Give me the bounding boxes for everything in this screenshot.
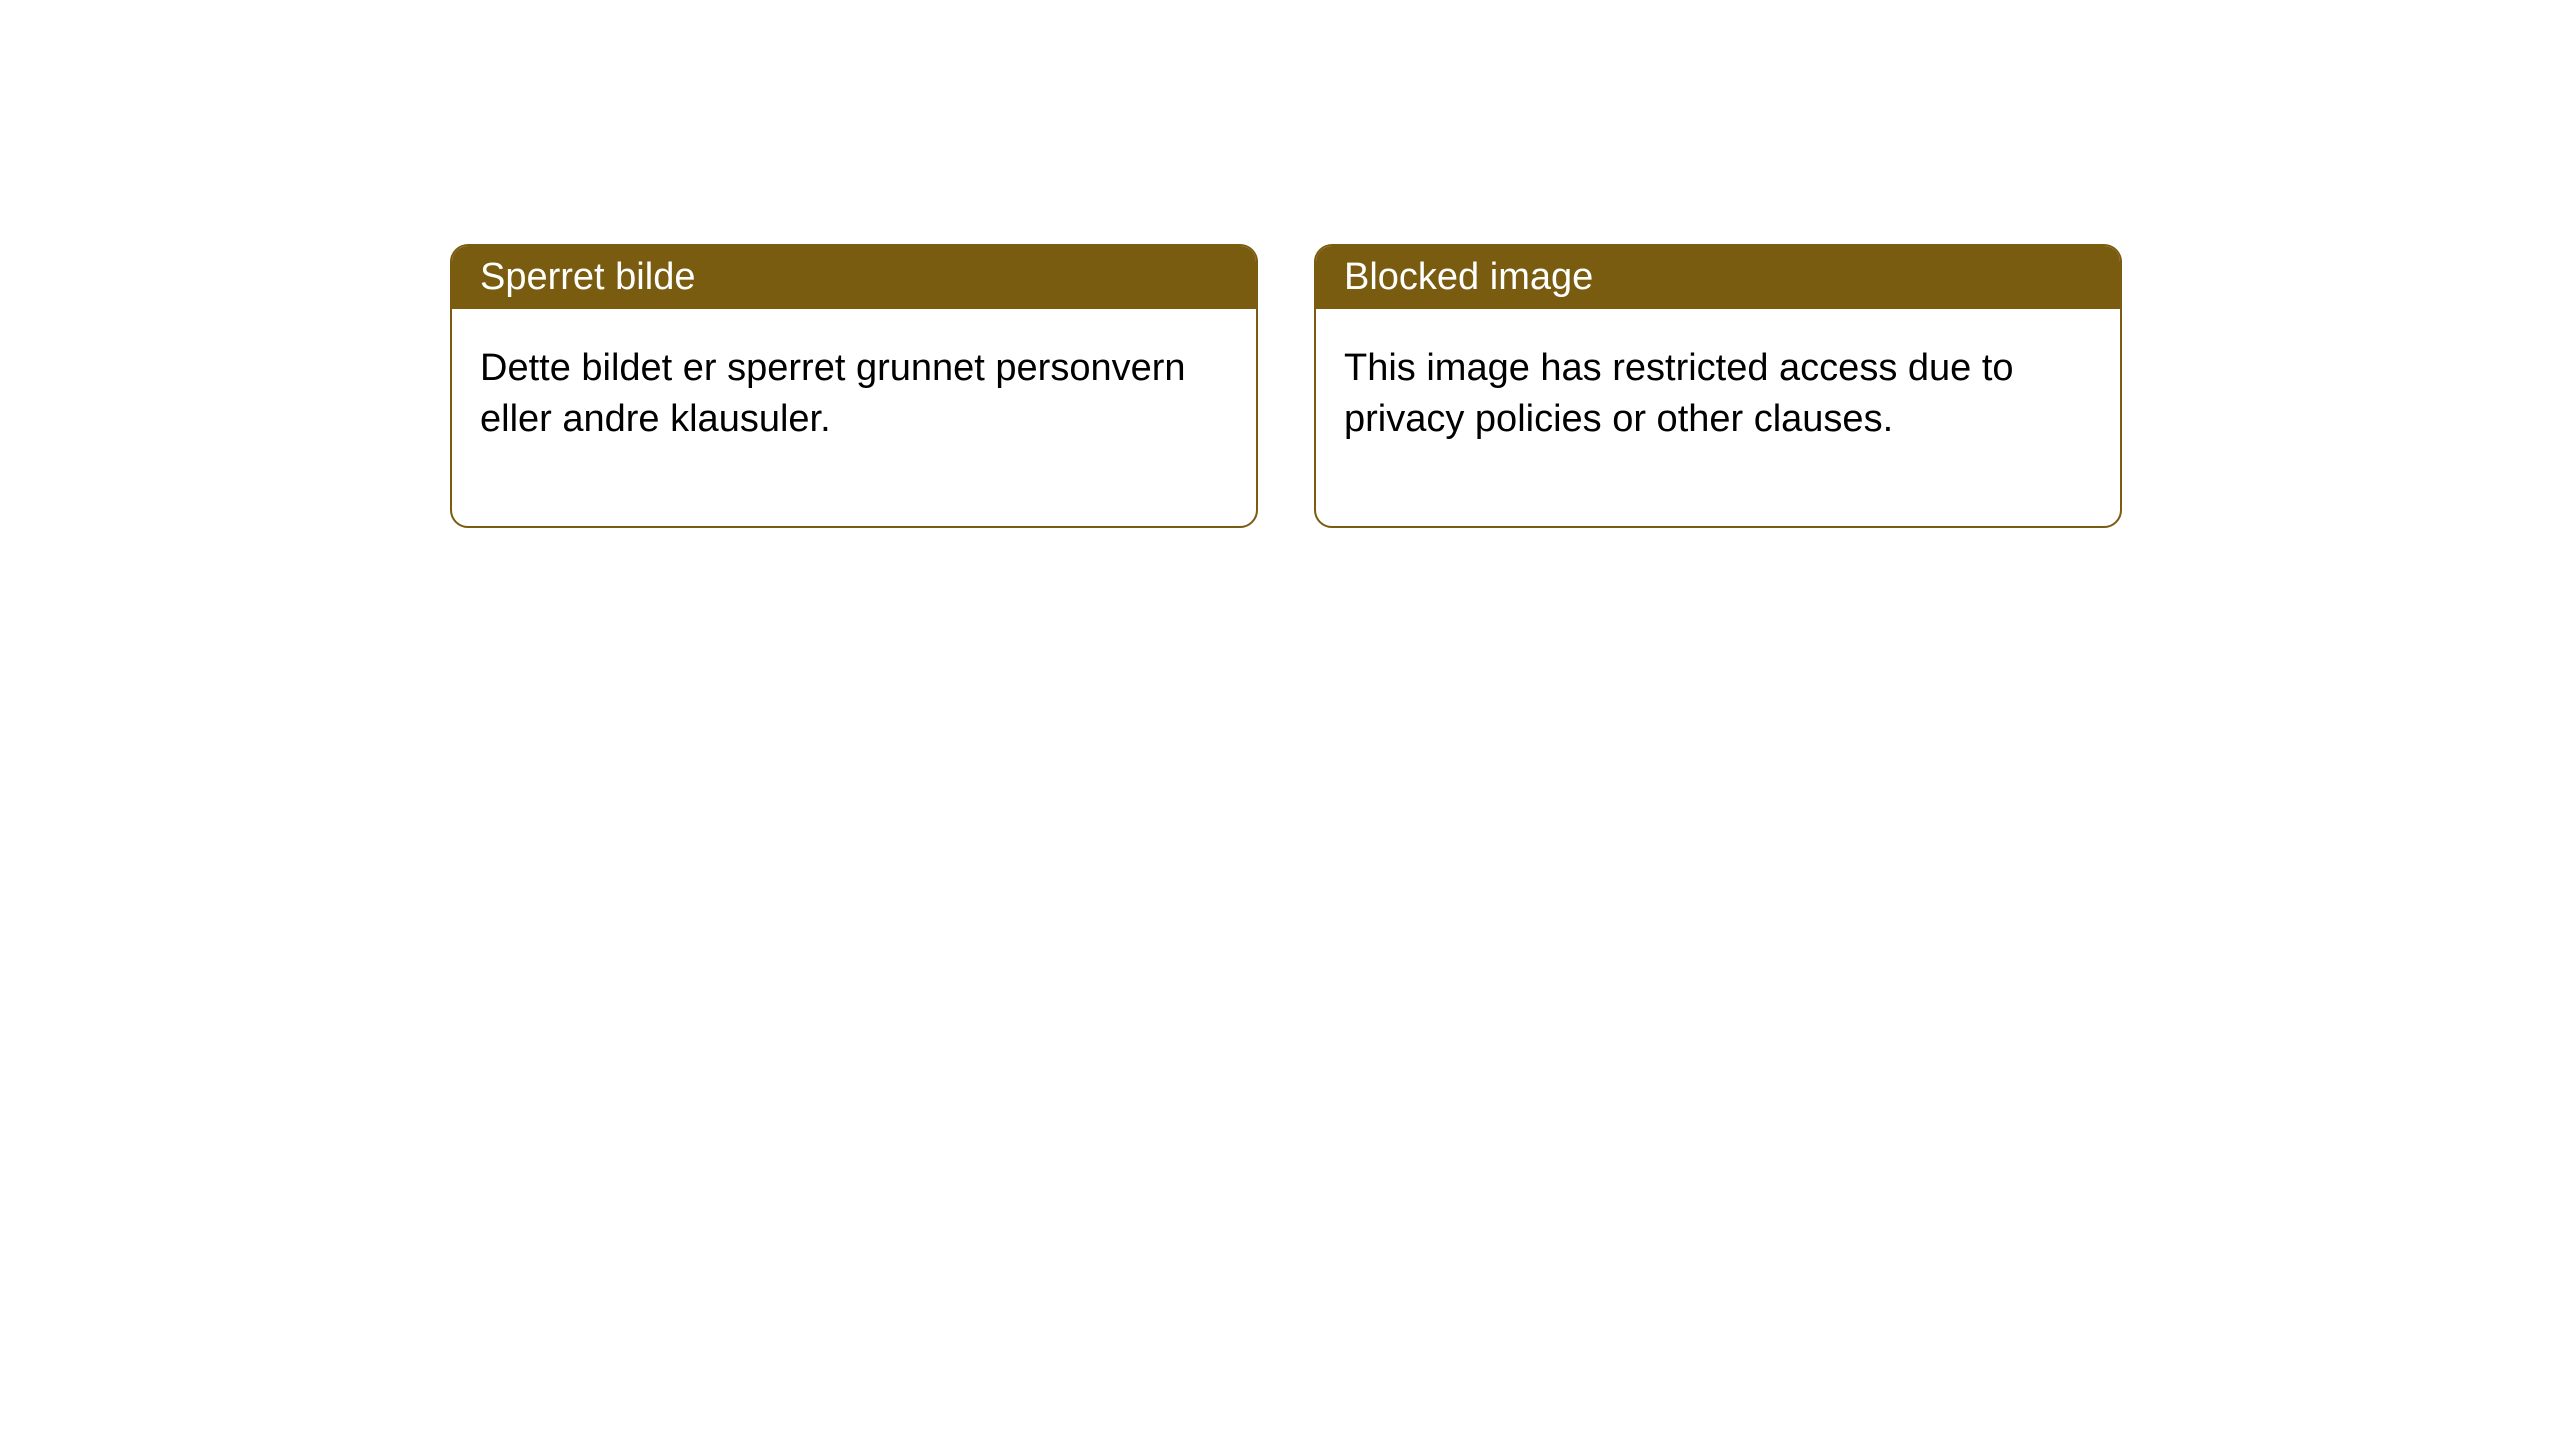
notice-container: Sperret bilde Dette bildet er sperret gr… [450, 244, 2122, 528]
card-header: Blocked image [1316, 246, 2120, 309]
card-title: Blocked image [1344, 256, 1593, 298]
card-header: Sperret bilde [452, 246, 1256, 309]
notice-card-norwegian: Sperret bilde Dette bildet er sperret gr… [450, 244, 1258, 528]
card-body: Dette bildet er sperret grunnet personve… [452, 309, 1256, 526]
card-body-text: Dette bildet er sperret grunnet personve… [480, 347, 1186, 440]
notice-card-english: Blocked image This image has restricted … [1314, 244, 2122, 528]
card-body-text: This image has restricted access due to … [1344, 347, 2014, 440]
card-body: This image has restricted access due to … [1316, 309, 2120, 526]
card-title: Sperret bilde [480, 256, 695, 298]
